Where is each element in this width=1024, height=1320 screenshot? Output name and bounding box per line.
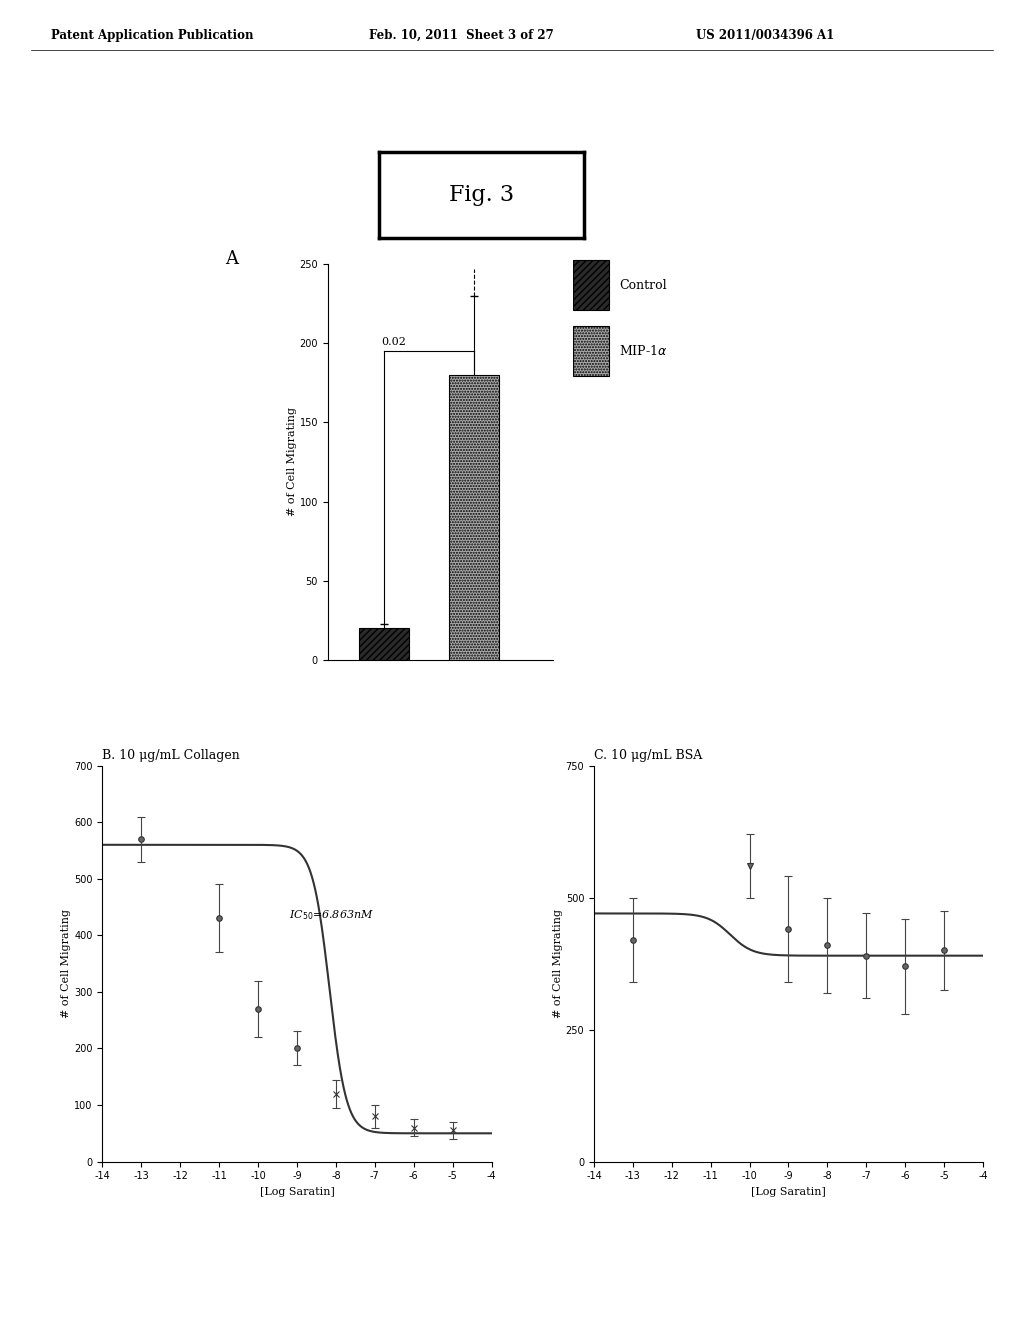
Text: A: A [225,249,239,268]
Text: Patent Application Publication: Patent Application Publication [51,29,254,42]
Text: B. 10 μg/mL Collagen: B. 10 μg/mL Collagen [102,748,241,762]
Y-axis label: # of Cell Migrating: # of Cell Migrating [553,909,563,1018]
X-axis label: [Log Saratin]: [Log Saratin] [751,1187,826,1197]
X-axis label: [Log Saratin]: [Log Saratin] [259,1187,335,1197]
Text: Fig. 3: Fig. 3 [449,183,514,206]
Bar [573,260,609,310]
Text: US 2011/0034396 A1: US 2011/0034396 A1 [696,29,835,42]
Text: C. 10 μg/mL BSA: C. 10 μg/mL BSA [594,748,702,762]
Text: 0.02: 0.02 [382,337,407,347]
Text: Control: Control [620,279,667,292]
Text: Feb. 10, 2011  Sheet 3 of 27: Feb. 10, 2011 Sheet 3 of 27 [369,29,553,42]
Y-axis label: # of Cell Migrating: # of Cell Migrating [61,909,72,1018]
Bar [573,326,609,376]
Text: IC$_{50}$=6.863nM: IC$_{50}$=6.863nM [289,908,374,923]
Bar [359,628,409,660]
Bar [450,375,499,660]
Text: MIP-1$\alpha$: MIP-1$\alpha$ [620,345,668,358]
Y-axis label: # of Cell Migrating: # of Cell Migrating [287,408,297,516]
